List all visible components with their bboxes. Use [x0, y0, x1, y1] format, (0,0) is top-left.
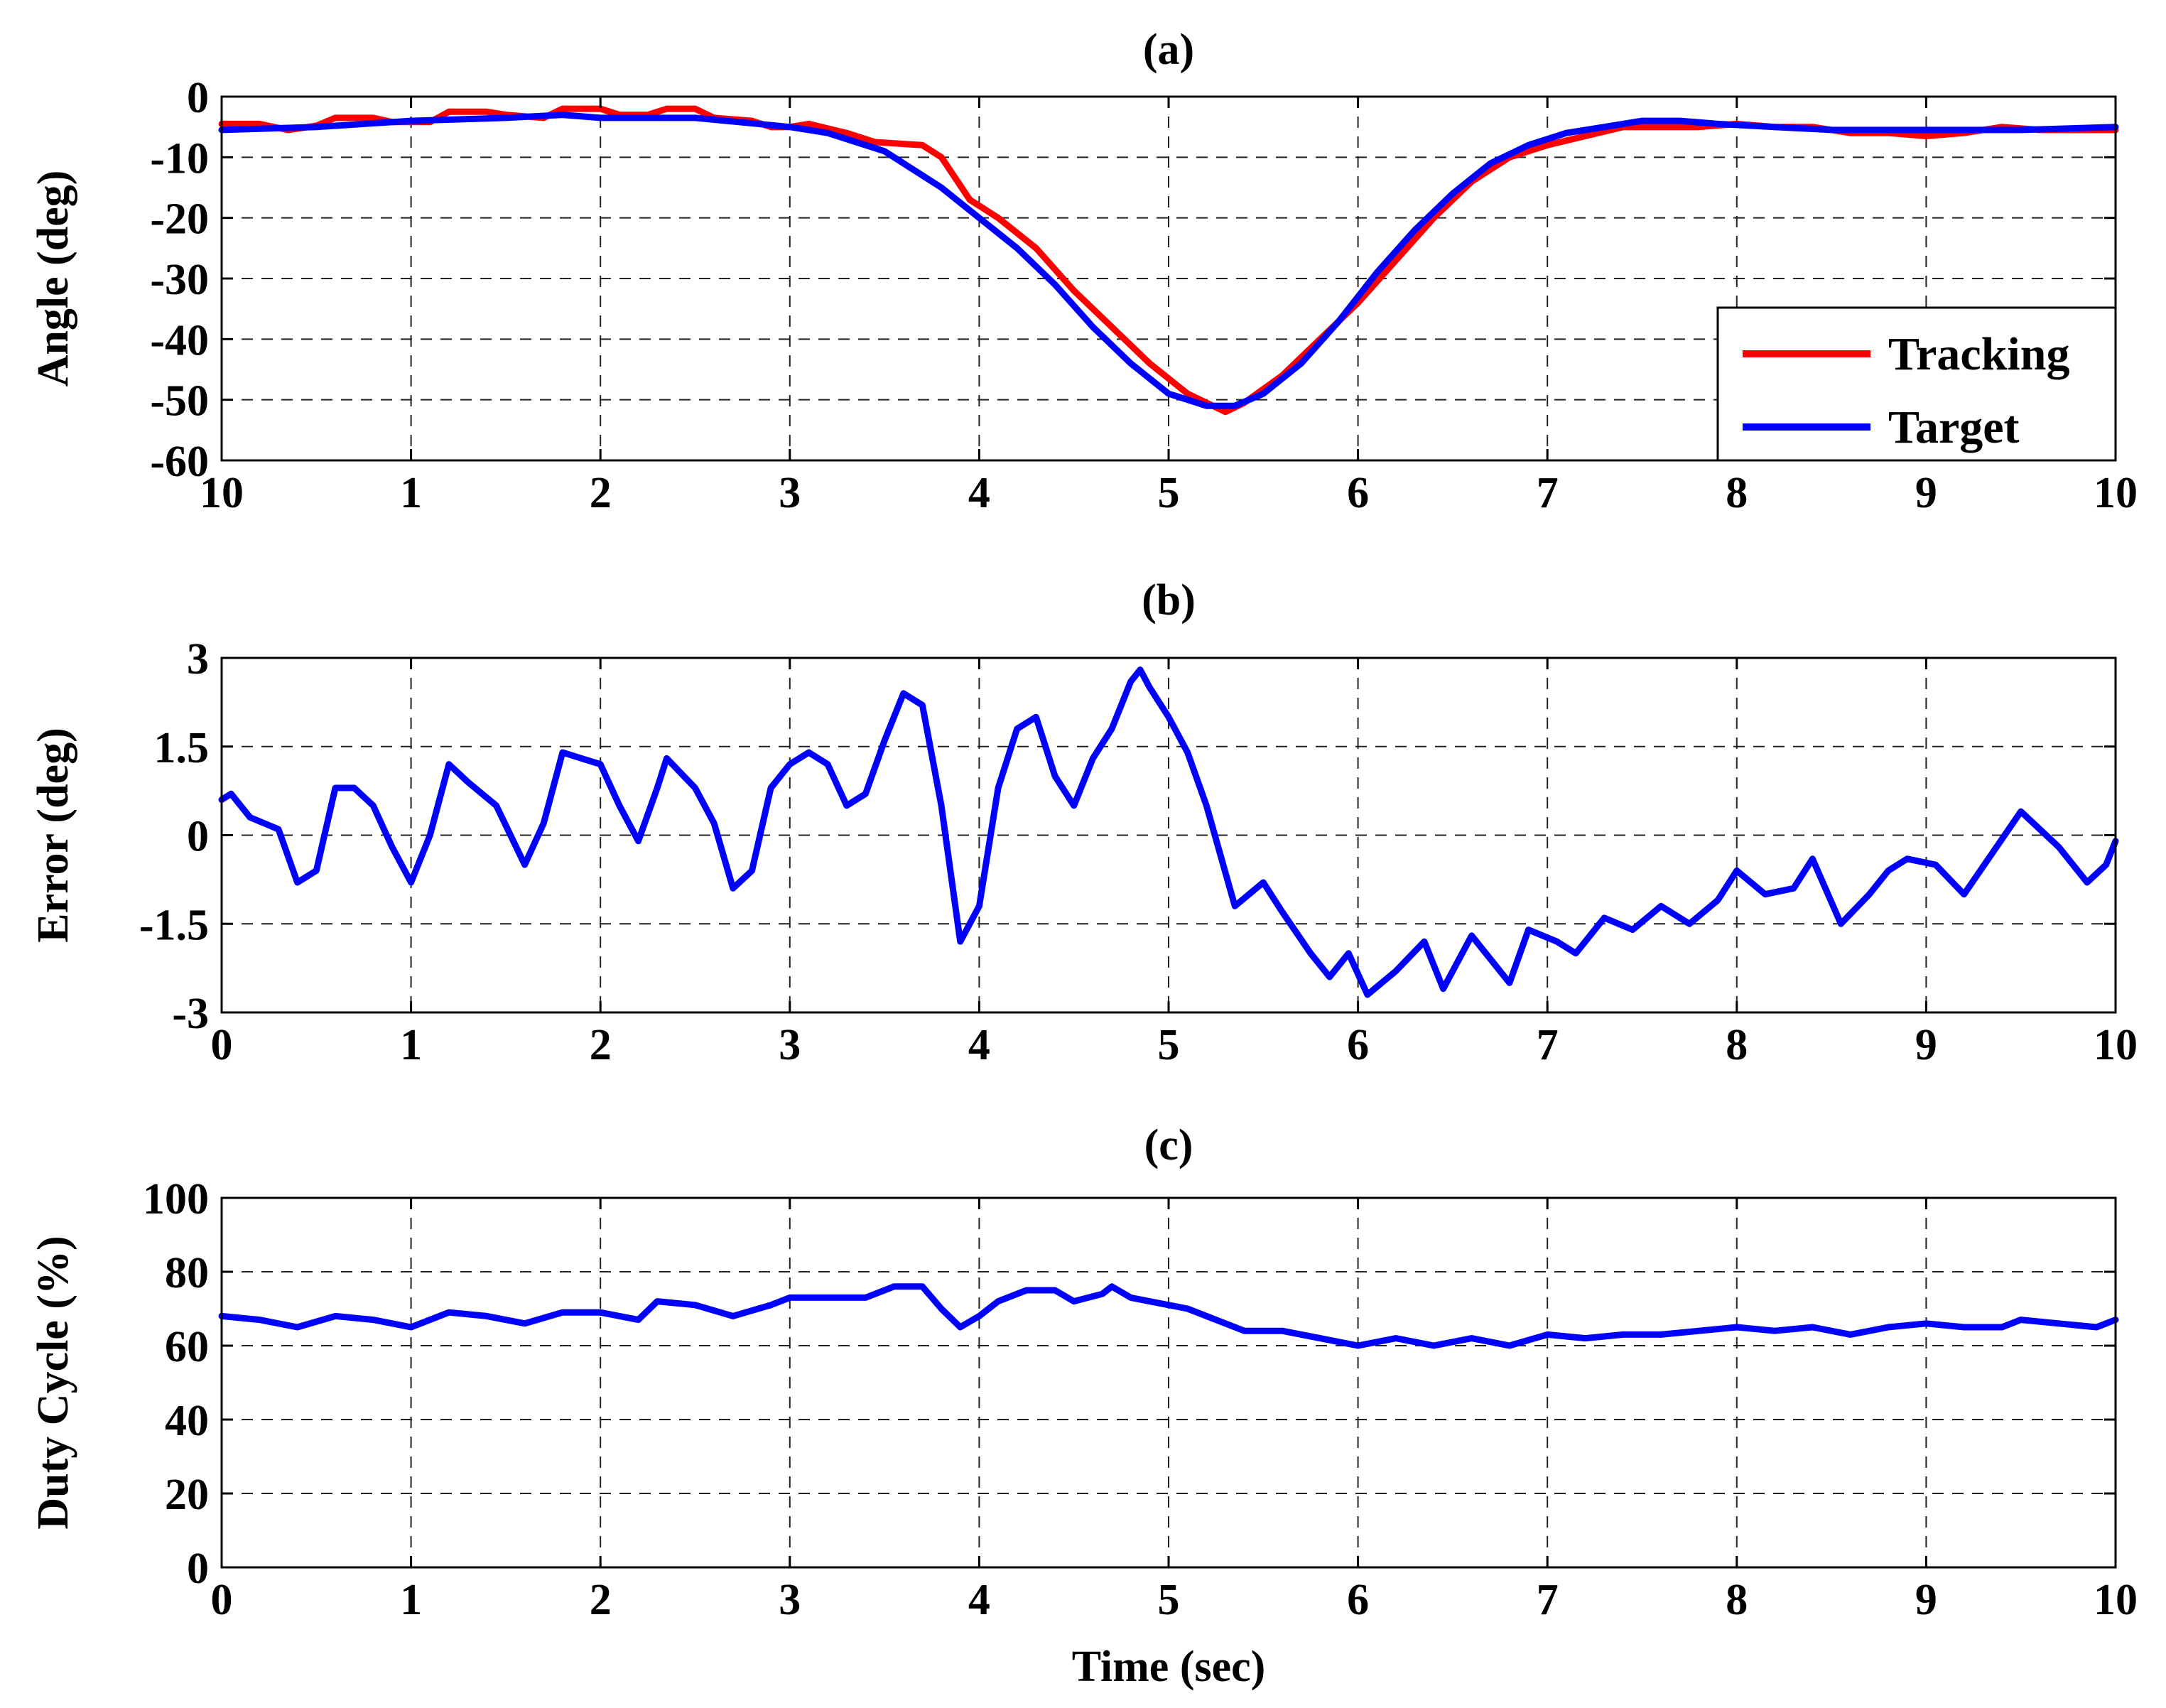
- legend-label-target: Target: [1888, 401, 2020, 453]
- legend-label-tracking: Tracking: [1888, 328, 2069, 380]
- y-tick-label: -3: [172, 990, 209, 1038]
- y-tick-label: -60: [150, 438, 209, 486]
- series-line-error: [218, 666, 2119, 998]
- x-tick-label: 7: [1537, 1021, 1559, 1069]
- x-tick-label: 7: [1537, 1576, 1559, 1624]
- y-tick-label: -1.5: [139, 901, 209, 949]
- x-tick-label: 5: [1158, 469, 1180, 517]
- y-tick-label: -40: [150, 316, 209, 364]
- x-tick-label: 9: [1915, 469, 1937, 517]
- x-tick-label: 5: [1158, 1021, 1180, 1069]
- x-tick-label: 7: [1537, 469, 1559, 517]
- y-tick-label: -30: [150, 256, 209, 304]
- panel-a: (a) 10 1 2 3 4 5 6 7 8 9 10 0 -10 -20 -30 -40 -50 -60 Angle…: [29, 26, 2138, 517]
- x-tick-label: 8: [1726, 1576, 1748, 1624]
- y-tick-label: -50: [150, 377, 209, 426]
- x-tick-label: 1: [400, 1021, 422, 1069]
- y-axis-label: Duty Cycle (%): [29, 1236, 77, 1529]
- panel-title: (c): [1144, 1121, 1193, 1169]
- y-tick-label: -10: [150, 134, 209, 183]
- y-tick-label: 0: [187, 1545, 209, 1593]
- x-tick-label: 0: [211, 1576, 233, 1624]
- series-line-duty-cycle: [218, 1283, 2119, 1349]
- x-tick-label: 3: [779, 469, 801, 517]
- x-axis-label: Time (sec): [1072, 1643, 1266, 1691]
- panel-c: (c) 0 1 2 3 4 5 6 7 8 9 10 100 80 60 40 20 0 Duty Cycle (%…: [29, 1121, 2138, 1691]
- x-tick-label: 4: [968, 1576, 990, 1624]
- panel-title: (a): [1143, 26, 1194, 74]
- y-tick-label: 100: [143, 1175, 209, 1223]
- x-tick-label: 3: [779, 1021, 801, 1069]
- x-tick-label: 5: [1158, 1576, 1180, 1624]
- y-tick-label: 3: [187, 635, 209, 683]
- x-tick-label: 3: [779, 1576, 801, 1624]
- x-tick-label: 10: [2094, 1576, 2138, 1624]
- y-axis-label: Error (deg): [29, 728, 77, 942]
- y-tick-label: 1.5: [154, 724, 210, 772]
- x-tick-label: 9: [1915, 1021, 1937, 1069]
- x-tick-label: 4: [968, 1021, 990, 1069]
- legend-box: [1716, 306, 2117, 462]
- x-tick-label: 10: [200, 469, 244, 517]
- y-tick-label: 60: [165, 1323, 209, 1371]
- x-tick-label: 8: [1726, 1021, 1748, 1069]
- series-line-target: [218, 112, 2119, 409]
- x-tick-label: 2: [590, 469, 612, 517]
- x-tick-label: 6: [1347, 1021, 1369, 1069]
- x-tick-label: 10: [2094, 1021, 2138, 1069]
- x-tick-label: 8: [1726, 469, 1748, 517]
- x-tick-label: 1: [400, 469, 422, 517]
- x-tick-label: 9: [1915, 1576, 1937, 1624]
- y-tick-label: 20: [165, 1471, 209, 1519]
- panel-b: (b) 0 1 2 3 4 5 6 7 8 9 10 3 1.5 0 -1.5 -3 Error (deg): [29, 576, 2138, 1069]
- x-tick-label: 10: [2094, 469, 2138, 517]
- y-tick-label: -20: [150, 195, 209, 244]
- x-tick-label: 2: [590, 1576, 612, 1624]
- y-tick-label: 0: [187, 813, 209, 861]
- x-tick-label: 6: [1347, 469, 1369, 517]
- x-tick-label: 4: [968, 469, 990, 517]
- x-tick-label: 6: [1347, 1576, 1369, 1624]
- y-tick-label: 0: [187, 74, 209, 122]
- x-tick-label: 1: [400, 1576, 422, 1624]
- y-tick-label: 40: [165, 1397, 209, 1445]
- panel-title: (b): [1142, 576, 1196, 625]
- x-tick-label: 0: [211, 1021, 233, 1069]
- x-tick-label: 2: [590, 1021, 612, 1069]
- y-axis-label: Angle (deg): [29, 171, 77, 387]
- y-tick-label: 80: [165, 1249, 209, 1297]
